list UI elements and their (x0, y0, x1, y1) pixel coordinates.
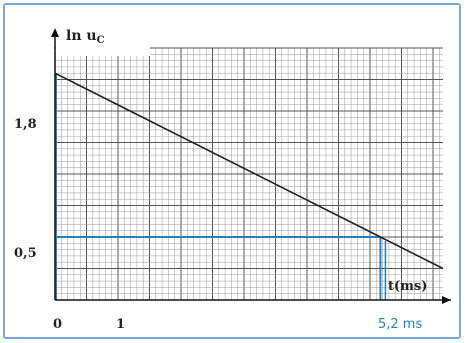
y-tick-label-0-5: 0,5 (14, 246, 37, 261)
y-tick-label-1-8: 1,8 (14, 117, 37, 132)
grid-notch-mask (56, 47, 150, 56)
guide-lines (55, 73, 387, 300)
y-axis-label: ln uC (66, 28, 105, 46)
axes (51, 28, 451, 304)
x-axis-label: t(ms) (388, 279, 427, 294)
x-tick-label-0: 0 (53, 317, 62, 332)
y-axis-arrow (51, 28, 59, 37)
x-tick-label-1: 1 (116, 317, 125, 332)
annotation-5-2-ms: 5,2 ms (378, 317, 422, 332)
data-series (54, 72, 444, 270)
chart-frame (3, 3, 461, 339)
ln-uc-line (54, 72, 444, 270)
x-axis-arrow (442, 296, 451, 304)
